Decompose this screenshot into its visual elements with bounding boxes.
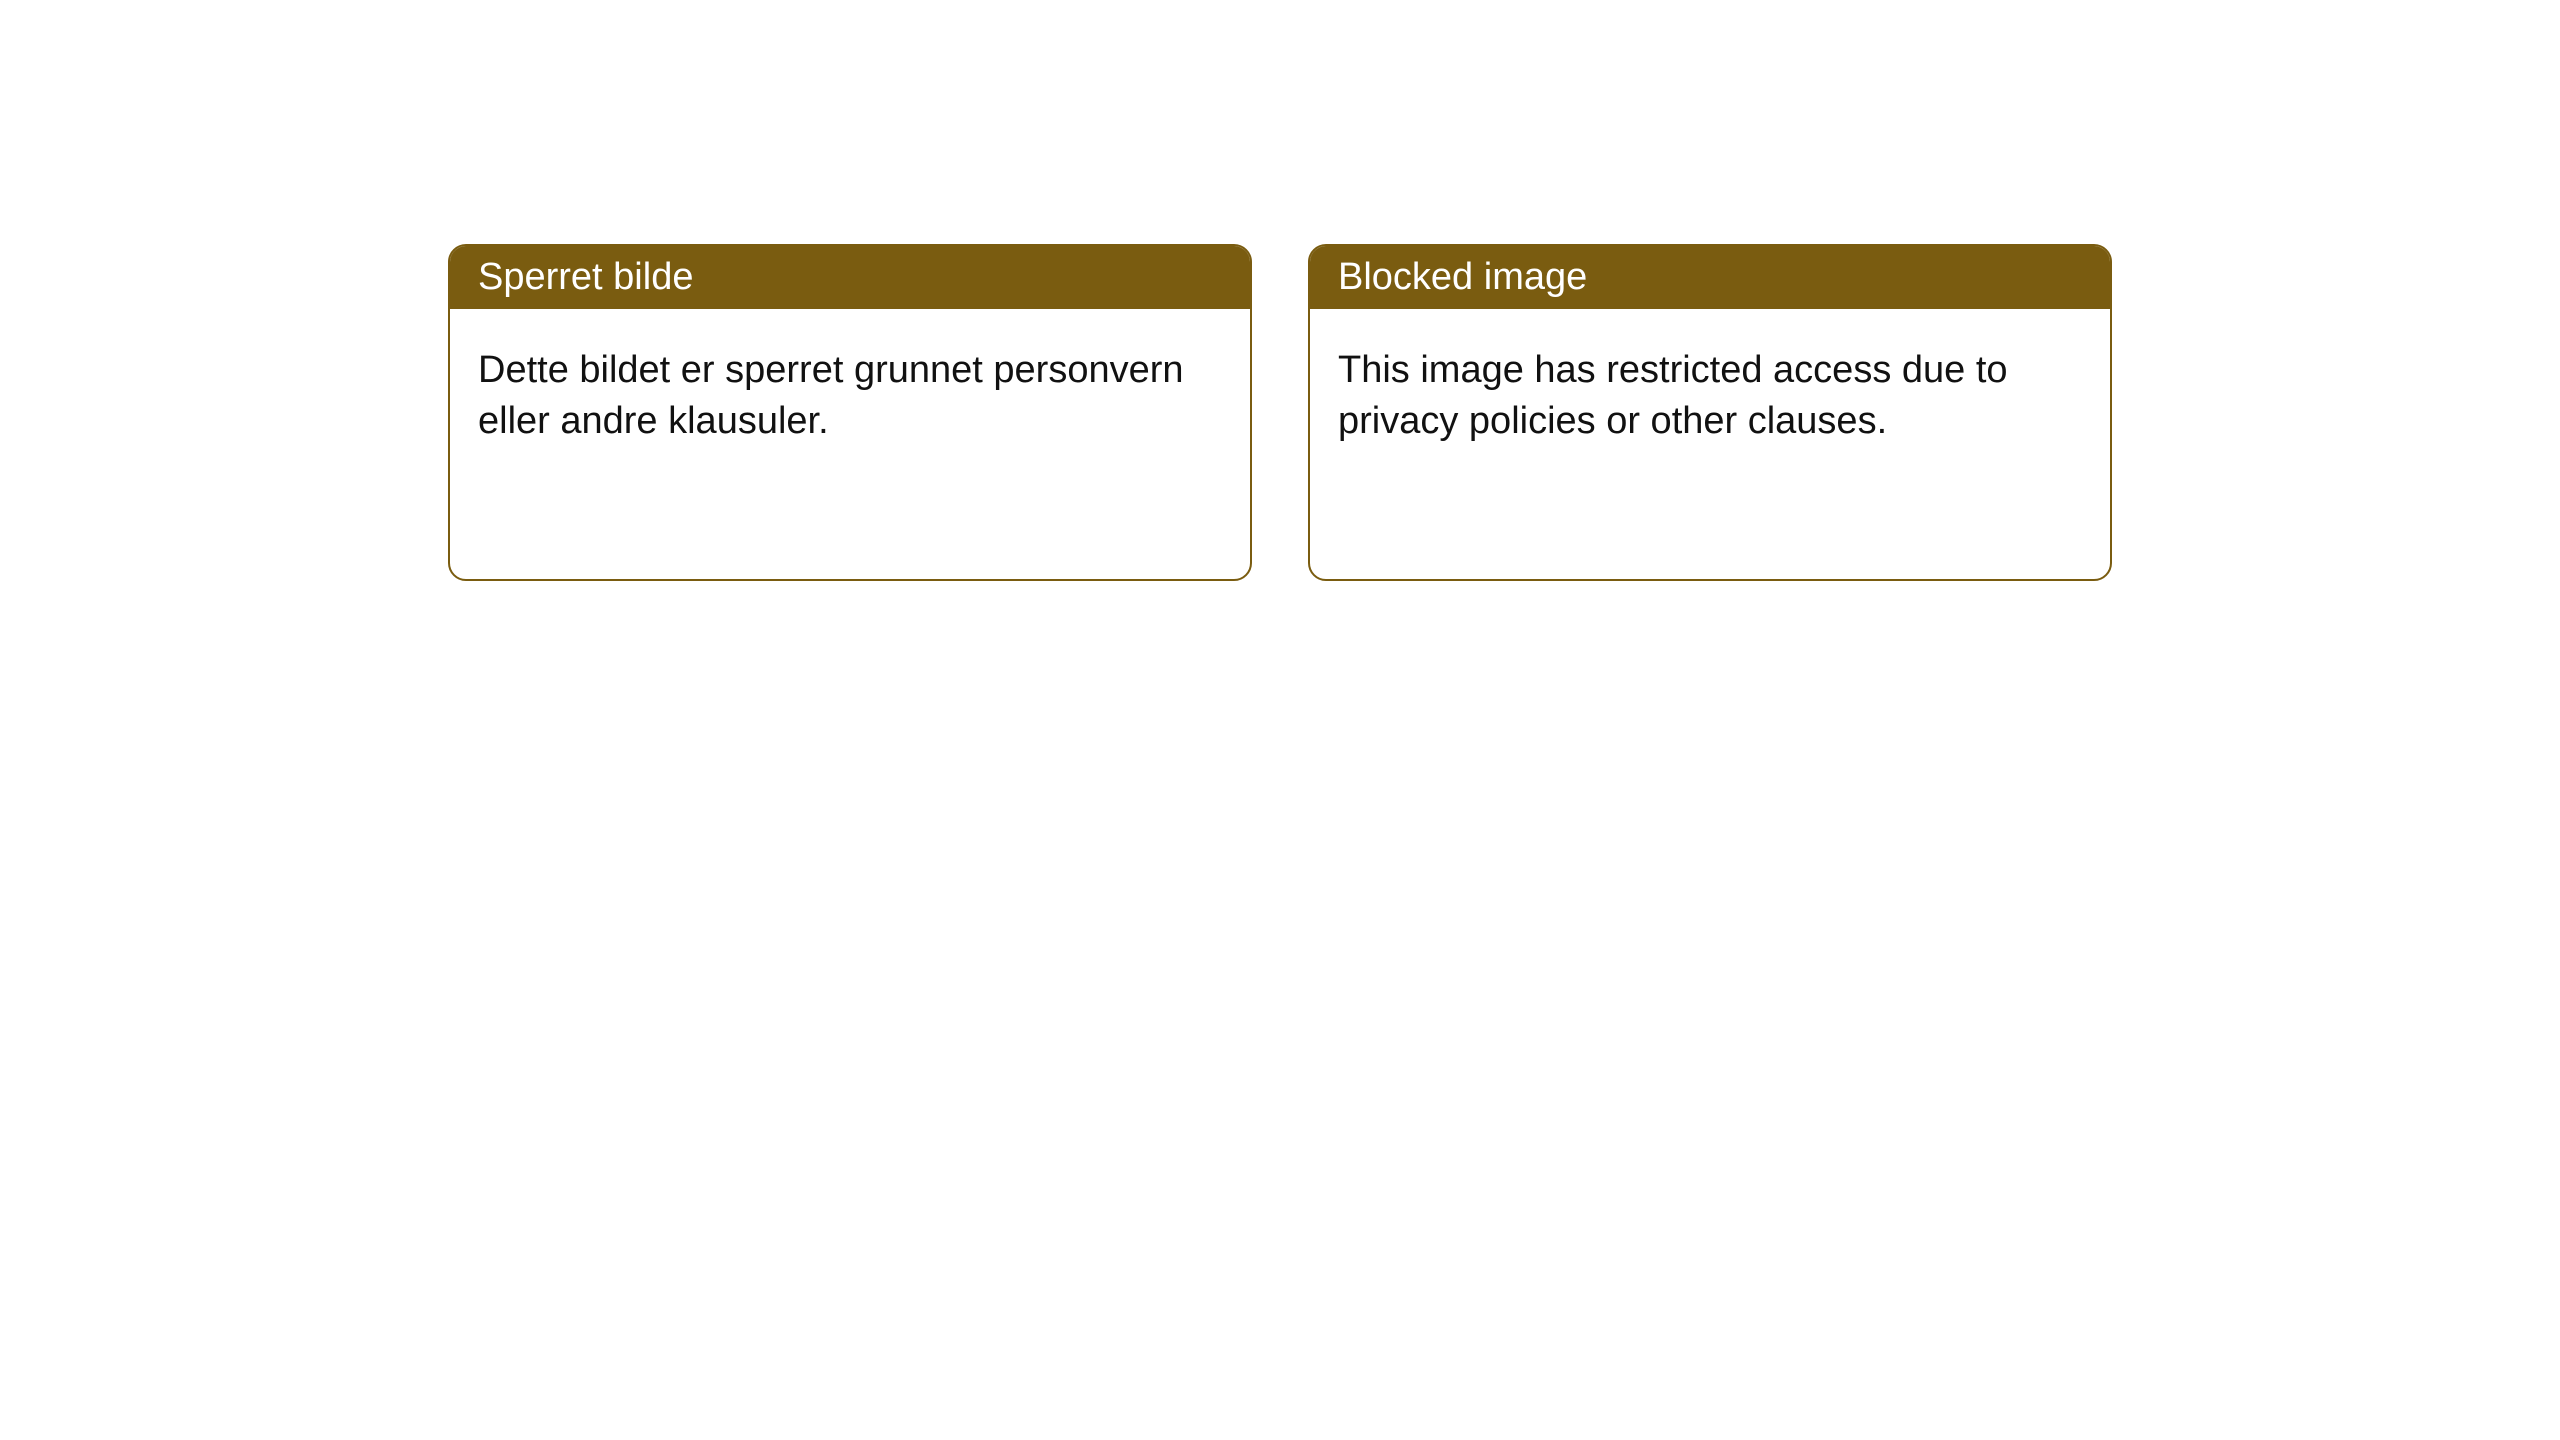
notice-card-body: Dette bildet er sperret grunnet personve… [450,309,1250,579]
notice-card-body: This image has restricted access due to … [1310,309,2110,579]
notice-body-text: Dette bildet er sperret grunnet personve… [478,349,1184,442]
notice-container: Sperret bilde Dette bildet er sperret gr… [0,0,2560,581]
notice-card-norwegian: Sperret bilde Dette bildet er sperret gr… [448,244,1252,581]
notice-body-text: This image has restricted access due to … [1338,349,2008,442]
notice-card-header: Blocked image [1310,246,2110,309]
notice-card-english: Blocked image This image has restricted … [1308,244,2112,581]
notice-title: Blocked image [1338,256,1587,298]
notice-card-header: Sperret bilde [450,246,1250,309]
notice-title: Sperret bilde [478,256,693,298]
